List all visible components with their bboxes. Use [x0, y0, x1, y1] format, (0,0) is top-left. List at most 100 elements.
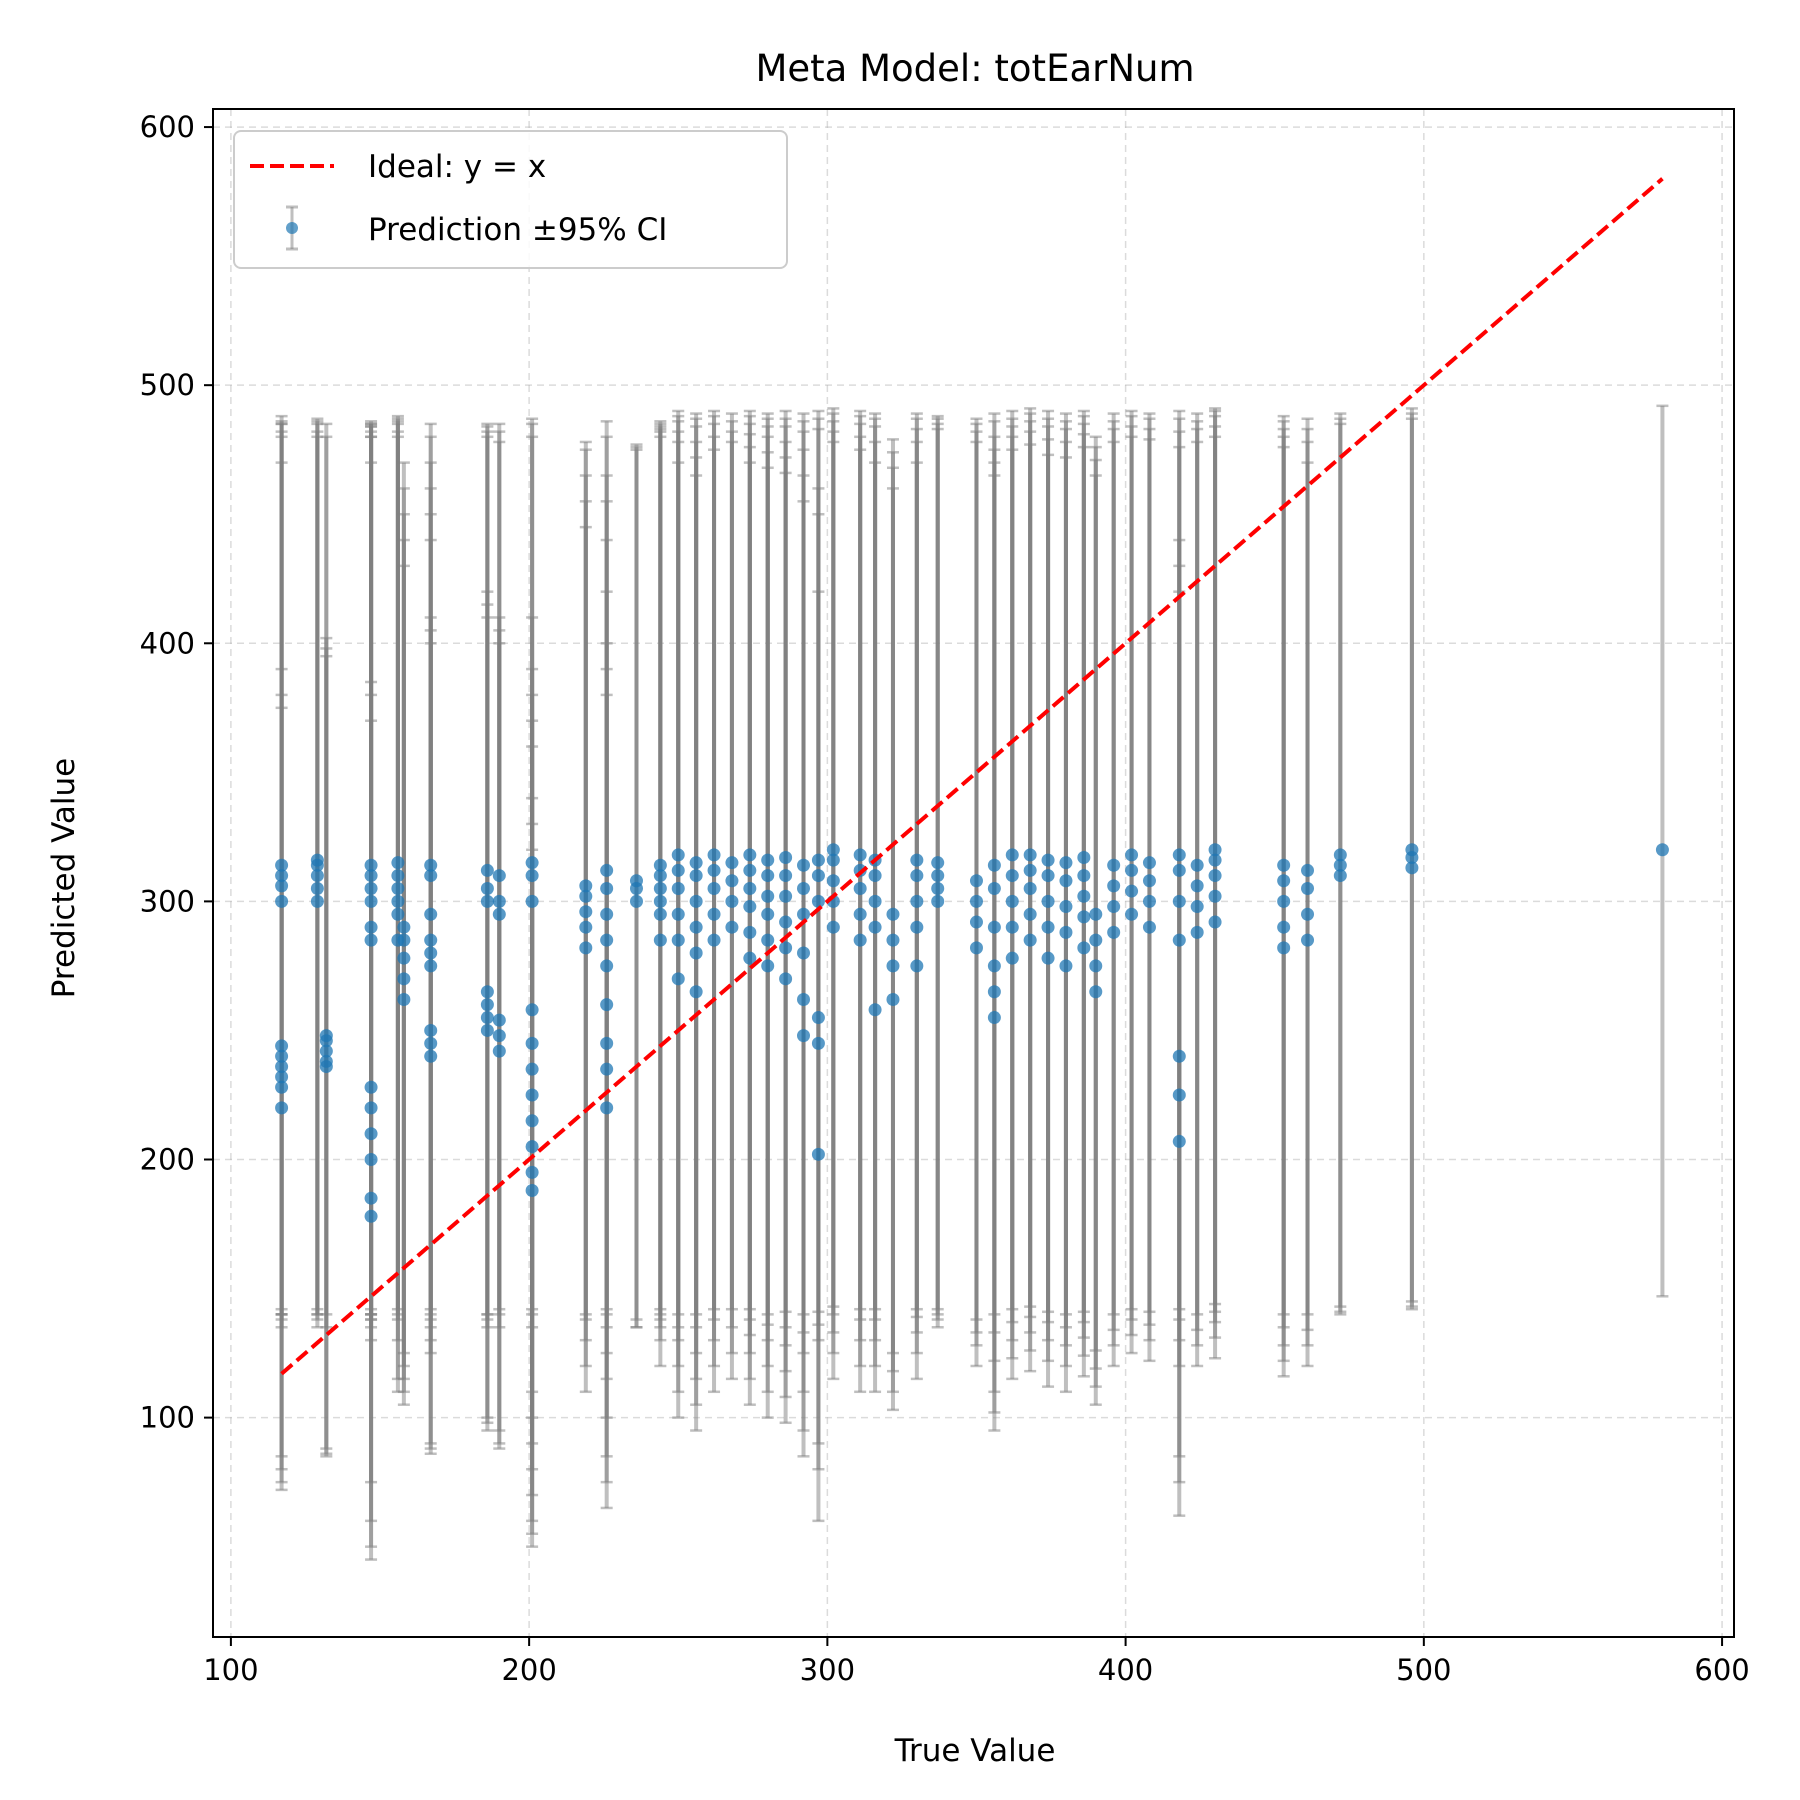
prediction-point — [1333, 869, 1347, 883]
prediction-point — [1405, 843, 1419, 857]
prediction-point — [886, 959, 900, 973]
y-tick-label: 100 — [140, 1401, 195, 1435]
prediction-point — [779, 915, 793, 929]
prediction-point — [600, 1036, 614, 1050]
prediction-point — [629, 874, 643, 888]
prediction-point — [1172, 894, 1186, 908]
prediction-point — [797, 881, 811, 895]
prediction-point — [275, 1070, 289, 1084]
prediction-point — [480, 894, 494, 908]
prediction-point — [525, 1140, 539, 1154]
prediction-point — [761, 933, 775, 947]
prediction-point — [1208, 843, 1222, 857]
prediction-point — [886, 992, 900, 1006]
prediction-point — [653, 869, 667, 883]
prediction-point — [1142, 894, 1156, 908]
ideal-line-group — [280, 177, 1664, 1376]
prediction-point — [525, 856, 539, 870]
prediction-point — [743, 881, 757, 895]
prediction-point — [1142, 874, 1156, 888]
prediction-point — [743, 951, 757, 965]
prediction-point — [725, 894, 739, 908]
prediction-point — [743, 900, 757, 914]
prediction-point — [424, 907, 438, 921]
prediction-point — [725, 920, 739, 934]
prediction-point — [492, 907, 506, 921]
y-tick-label: 500 — [140, 368, 195, 402]
legend-ideal-label: Ideal: y = x — [368, 149, 546, 185]
prediction-point — [1107, 925, 1121, 939]
prediction-point — [1005, 951, 1019, 965]
prediction-point — [1041, 853, 1055, 867]
prediction-point — [811, 853, 825, 867]
prediction-point — [1077, 869, 1091, 883]
prediction-point — [969, 915, 983, 929]
prediction-point — [1041, 869, 1055, 883]
prediction-point — [811, 869, 825, 883]
prediction-point — [275, 894, 289, 908]
prediction-point — [826, 853, 840, 867]
prediction-point — [853, 881, 867, 895]
prediction-point — [629, 894, 643, 908]
prediction-point — [779, 941, 793, 955]
prediction-point — [1277, 894, 1291, 908]
prediction-point — [868, 1003, 882, 1017]
prediction-point — [1208, 869, 1222, 883]
prediction-point — [424, 959, 438, 973]
prediction-point — [1077, 889, 1091, 903]
y-tick-label: 200 — [140, 1143, 195, 1177]
prediction-point — [689, 946, 703, 960]
prediction-point — [811, 1147, 825, 1161]
prediction-point — [310, 881, 324, 895]
prediction-point — [1023, 933, 1037, 947]
prediction-point — [579, 920, 593, 934]
prediction-point — [910, 959, 924, 973]
prediction-point — [987, 858, 1001, 872]
prediction-point — [671, 863, 685, 877]
prediction-point — [987, 985, 1001, 999]
prediction-point — [910, 869, 924, 883]
prediction-point — [779, 972, 793, 986]
prediction-point — [987, 881, 1001, 895]
prediction-point — [1277, 874, 1291, 888]
prediction-point — [391, 881, 405, 895]
prediction-point — [310, 869, 324, 883]
prediction-point — [579, 905, 593, 919]
prediction-point — [480, 863, 494, 877]
prediction-point — [364, 858, 378, 872]
prediction-point — [1301, 933, 1315, 947]
prediction-point — [364, 1191, 378, 1205]
prediction-point — [761, 869, 775, 883]
prediction-point — [1208, 889, 1222, 903]
prediction-point — [868, 869, 882, 883]
prediction-point — [364, 894, 378, 908]
prediction-point — [1089, 907, 1103, 921]
prediction-point — [1208, 915, 1222, 929]
prediction-point — [910, 920, 924, 934]
prediction-point — [364, 869, 378, 883]
prediction-point — [761, 959, 775, 973]
prediction-point — [364, 920, 378, 934]
prediction-point — [853, 848, 867, 862]
prediction-point — [1125, 848, 1139, 862]
prediction-point — [1172, 1049, 1186, 1063]
prediction-point — [1190, 925, 1204, 939]
prediction-point — [424, 869, 438, 883]
prediction-point — [931, 894, 945, 908]
prediction-point — [779, 851, 793, 865]
plot-frame — [212, 108, 1735, 1638]
prediction-point — [579, 941, 593, 955]
prediction-point — [1107, 900, 1121, 914]
prediction-point — [397, 933, 411, 947]
prediction-point — [853, 907, 867, 921]
legend-box — [233, 130, 788, 269]
prediction-point — [743, 925, 757, 939]
prediction-point — [761, 853, 775, 867]
y-tick-label: 300 — [140, 884, 195, 918]
prediction-point — [397, 972, 411, 986]
prediction-point — [1172, 1088, 1186, 1102]
prediction-point — [1059, 925, 1073, 939]
prediction-point — [525, 869, 539, 883]
prediction-point — [364, 1209, 378, 1223]
prediction-point — [600, 1062, 614, 1076]
